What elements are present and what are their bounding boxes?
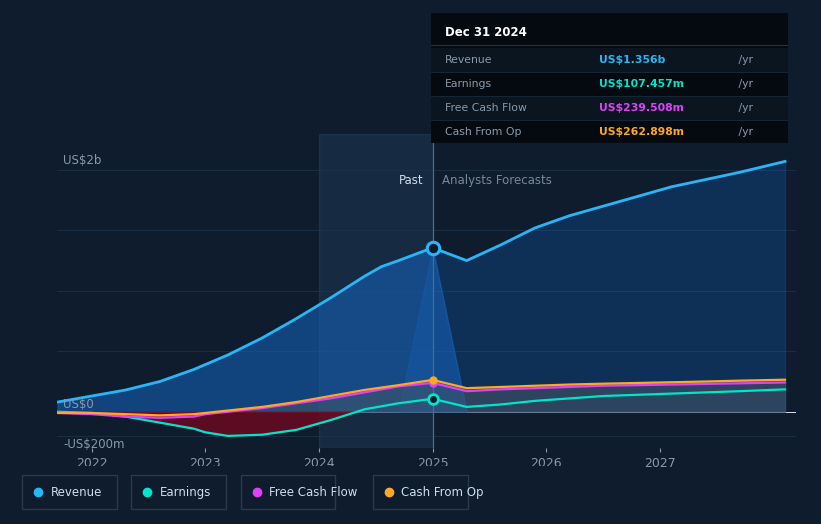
Text: -US$200m: -US$200m xyxy=(63,438,125,451)
FancyBboxPatch shape xyxy=(22,475,117,509)
Text: US$0: US$0 xyxy=(63,398,94,410)
Bar xyxy=(431,96,788,120)
Bar xyxy=(431,120,788,144)
Text: Analysts Forecasts: Analysts Forecasts xyxy=(442,173,552,187)
Text: /yr: /yr xyxy=(735,103,753,113)
Text: Past: Past xyxy=(399,173,424,187)
Text: Free Cash Flow: Free Cash Flow xyxy=(269,486,358,499)
FancyBboxPatch shape xyxy=(241,475,336,509)
FancyBboxPatch shape xyxy=(131,475,226,509)
Text: Cash From Op: Cash From Op xyxy=(401,486,484,499)
Text: US$1.356b: US$1.356b xyxy=(599,54,665,64)
Text: /yr: /yr xyxy=(735,54,753,64)
Text: Revenue: Revenue xyxy=(445,54,493,64)
Text: Free Cash Flow: Free Cash Flow xyxy=(445,103,527,113)
FancyBboxPatch shape xyxy=(373,475,468,509)
Text: Cash From Op: Cash From Op xyxy=(445,127,522,137)
Text: US$2b: US$2b xyxy=(63,155,102,168)
Text: Dec 31 2024: Dec 31 2024 xyxy=(445,26,527,39)
Text: US$239.508m: US$239.508m xyxy=(599,103,684,113)
Text: Earnings: Earnings xyxy=(160,486,212,499)
Text: US$262.898m: US$262.898m xyxy=(599,127,684,137)
Text: Revenue: Revenue xyxy=(51,486,103,499)
Bar xyxy=(431,48,788,72)
Text: Earnings: Earnings xyxy=(445,79,493,89)
Text: /yr: /yr xyxy=(735,79,753,89)
Text: US$107.457m: US$107.457m xyxy=(599,79,684,89)
Text: /yr: /yr xyxy=(735,127,753,137)
Bar xyxy=(431,72,788,96)
Bar xyxy=(319,134,433,448)
